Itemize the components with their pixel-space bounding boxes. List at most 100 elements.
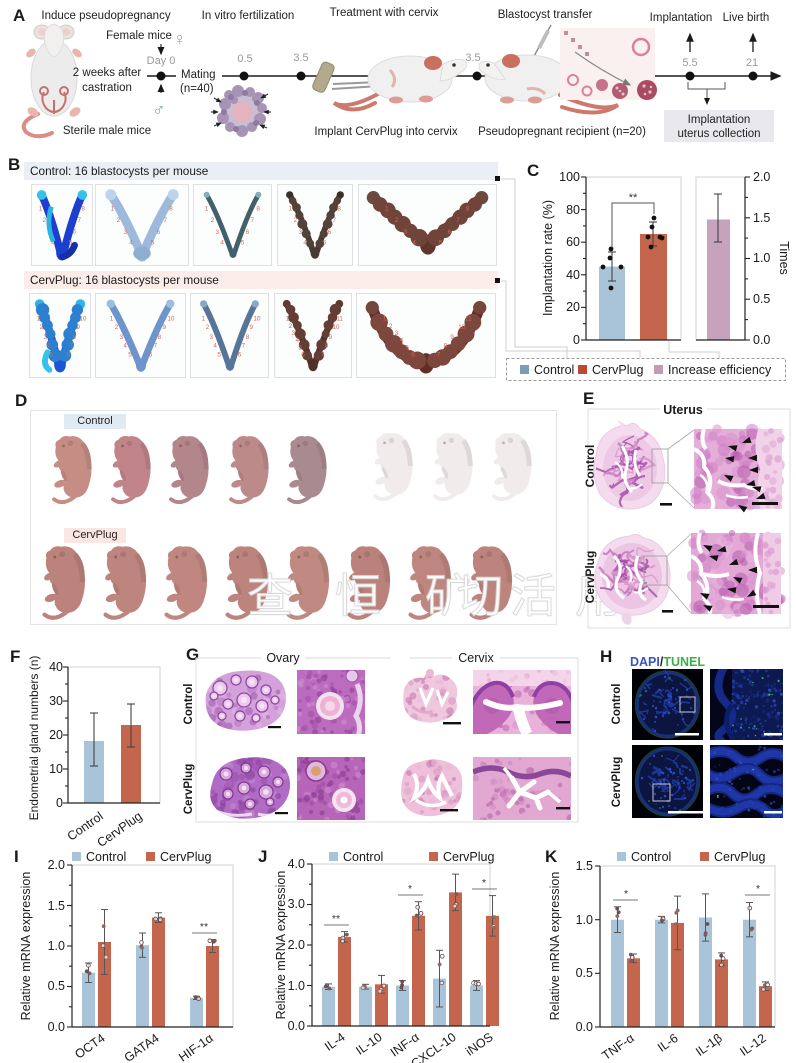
svg-text:Times: Times — [777, 241, 791, 275]
svg-text:**: ** — [629, 192, 638, 204]
svg-text:4: 4 — [129, 240, 133, 247]
svg-text:7: 7 — [251, 217, 255, 224]
svg-text:7: 7 — [154, 343, 158, 350]
svg-text:Control: Control — [183, 684, 195, 725]
svg-text:Control: Control — [611, 684, 623, 725]
svg-text:6: 6 — [411, 351, 415, 358]
svg-text:9: 9 — [76, 324, 80, 331]
svg-text:1.0: 1.0 — [576, 913, 593, 927]
svg-text:5: 5 — [323, 239, 327, 246]
svg-text:0.0: 0.0 — [753, 333, 770, 347]
svg-text:5: 5 — [298, 345, 302, 352]
svg-text:Increase efficiency: Increase efficiency — [668, 363, 772, 377]
svg-text:2: 2 — [294, 217, 298, 224]
svg-text:Relative mRNA expression: Relative mRNA expression — [19, 872, 33, 1021]
svg-text:0.5: 0.5 — [237, 53, 252, 65]
svg-text:*: * — [756, 883, 760, 895]
svg-text:60: 60 — [566, 235, 580, 249]
svg-text:7: 7 — [321, 351, 325, 358]
svg-text:6: 6 — [328, 229, 332, 236]
svg-text:4: 4 — [123, 343, 127, 350]
svg-text:H: H — [600, 647, 612, 666]
svg-text:11: 11 — [336, 315, 343, 322]
svg-text:Female mice: Female mice — [106, 30, 172, 42]
svg-text:1: 1 — [289, 205, 293, 212]
svg-text:6: 6 — [67, 351, 71, 358]
svg-text:9: 9 — [249, 324, 253, 331]
svg-text:10: 10 — [79, 316, 86, 323]
svg-text:CervPlug: CervPlug — [95, 809, 145, 850]
svg-text:J: J — [258, 847, 267, 866]
svg-text:40: 40 — [566, 268, 580, 282]
svg-text:10: 10 — [458, 324, 466, 331]
svg-text:5: 5 — [69, 239, 73, 246]
svg-text:3: 3 — [298, 229, 302, 236]
svg-text:CervPlug: CervPlug — [160, 850, 211, 864]
svg-text:5: 5 — [241, 239, 245, 246]
svg-text:0.0: 0.0 — [576, 1020, 593, 1034]
svg-text:4: 4 — [303, 239, 307, 246]
svg-text:8: 8 — [337, 205, 341, 212]
svg-text:8: 8 — [73, 334, 77, 341]
svg-text:0.5: 0.5 — [753, 292, 770, 306]
svg-text:CervPlug: CervPlug — [714, 850, 765, 864]
svg-text:G: G — [186, 645, 199, 664]
svg-text:Control: Control — [583, 445, 597, 488]
svg-text:0: 0 — [56, 796, 63, 810]
svg-text:2: 2 — [115, 324, 119, 331]
svg-text:5.5: 5.5 — [682, 57, 697, 69]
svg-text:10: 10 — [332, 324, 340, 331]
svg-text:3.5: 3.5 — [465, 52, 480, 64]
svg-text:7: 7 — [163, 217, 167, 224]
svg-text:21: 21 — [746, 57, 758, 69]
svg-text:1: 1 — [286, 315, 290, 322]
svg-text:Control: Control — [343, 850, 383, 864]
svg-text:2.0: 2.0 — [753, 170, 770, 184]
svg-text:Mating: Mating — [181, 69, 216, 81]
svg-text:10: 10 — [49, 762, 63, 776]
svg-text:8: 8 — [444, 343, 448, 350]
svg-text:CervPlug: CervPlug — [611, 757, 623, 808]
svg-text:Day 0: Day 0 — [147, 55, 176, 67]
svg-text:Live birth: Live birth — [723, 12, 770, 24]
svg-text:IL-1β: IL-1β — [693, 1031, 725, 1059]
svg-text:4.0: 4.0 — [288, 857, 305, 871]
svg-text:6: 6 — [246, 229, 250, 236]
svg-text:6: 6 — [238, 351, 242, 358]
svg-text:F: F — [10, 647, 20, 666]
svg-text:2 weeks after: 2 weeks after — [73, 67, 142, 79]
svg-text:Uterus: Uterus — [663, 403, 703, 417]
svg-text:1: 1 — [39, 205, 43, 212]
svg-text:3.0: 3.0 — [288, 897, 305, 911]
svg-text:4: 4 — [400, 337, 404, 344]
svg-text:Ovary: Ovary — [266, 651, 300, 665]
svg-text:3.5: 3.5 — [293, 52, 308, 64]
svg-text:2: 2 — [40, 324, 44, 331]
svg-text:0.5: 0.5 — [48, 979, 65, 993]
svg-text:*: * — [482, 877, 486, 889]
svg-text:1: 1 — [205, 205, 209, 212]
svg-text:Implantation: Implantation — [650, 12, 713, 24]
svg-text:I: I — [14, 847, 19, 866]
svg-text:♀: ♀ — [173, 29, 187, 49]
svg-text:Endometrial gland numbers (n): Endometrial gland numbers (n) — [27, 656, 41, 821]
svg-text:4: 4 — [213, 343, 217, 350]
svg-text:7: 7 — [333, 217, 337, 224]
svg-text:9: 9 — [450, 334, 454, 341]
svg-text:8: 8 — [158, 334, 162, 341]
svg-text:6: 6 — [73, 229, 77, 236]
svg-text:**: ** — [200, 921, 208, 933]
svg-text:1: 1 — [37, 316, 41, 323]
svg-text:0: 0 — [573, 333, 580, 347]
svg-text:*: * — [408, 883, 412, 895]
svg-text:CervPlug: CervPlug — [183, 764, 195, 815]
svg-text:K: K — [545, 847, 558, 866]
svg-text:0.0: 0.0 — [48, 1020, 65, 1034]
svg-text:7: 7 — [77, 217, 81, 224]
svg-text:10: 10 — [253, 315, 261, 322]
svg-text:8: 8 — [246, 334, 250, 341]
svg-text:30: 30 — [49, 694, 63, 708]
svg-text:1.5: 1.5 — [753, 211, 770, 225]
svg-text:5: 5 — [217, 351, 221, 358]
svg-text:6: 6 — [149, 351, 153, 358]
